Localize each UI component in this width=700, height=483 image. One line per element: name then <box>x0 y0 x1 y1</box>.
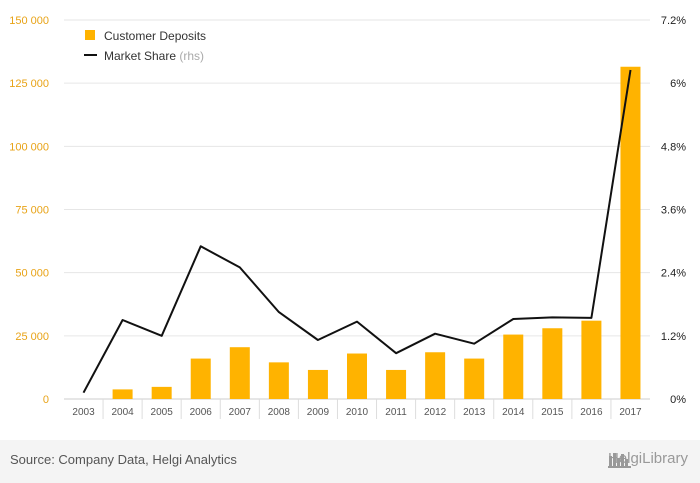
x-tick-label: 2009 <box>307 407 330 418</box>
point-2006[interactable] <box>198 243 204 249</box>
point-2004[interactable] <box>120 317 126 323</box>
x-tick-label: 2012 <box>424 407 447 418</box>
point-2011[interactable] <box>393 350 399 356</box>
x-tick-label: 2011 <box>385 407 407 418</box>
bars-series <box>112 66 641 399</box>
line-series <box>81 67 633 396</box>
x-tick-label: 2016 <box>580 407 603 418</box>
right-tick-label: 6% <box>670 78 686 90</box>
right-tick-label: 2.4% <box>661 268 686 280</box>
bar-2016[interactable] <box>581 320 602 399</box>
bar-2006[interactable] <box>190 358 211 399</box>
bar-2007[interactable] <box>229 347 250 399</box>
bar-2004[interactable] <box>112 389 133 399</box>
brand-name: HelgiLibrary <box>607 450 688 467</box>
left-axis: 0 25 000 50 000 75 000 100 000 125 000 150 000 <box>9 15 49 406</box>
point-2016[interactable] <box>588 315 594 321</box>
x-tick-label: 2015 <box>541 407 564 418</box>
x-axis: 2003 2004 2005 2006 2007 2008 2009 2010 2011 2012… <box>72 399 642 419</box>
right-tick-label: 1.2% <box>661 331 686 343</box>
bar-2014[interactable] <box>503 334 524 399</box>
bar-2017[interactable] <box>620 66 641 399</box>
right-tick-label: 4.8% <box>661 141 686 153</box>
bar-2011[interactable] <box>386 369 407 399</box>
x-tick-label: 2014 <box>502 407 525 418</box>
point-2010[interactable] <box>354 319 360 325</box>
combo-chart: 0 25 000 50 000 75 000 100 000 125 000 150 000… <box>9 15 686 419</box>
right-tick-label: 3.6% <box>661 205 686 217</box>
left-tick-label: 50 000 <box>15 268 49 280</box>
point-2013[interactable] <box>471 341 477 347</box>
legend-label-market-share: Market Share (rhs) <box>104 49 204 63</box>
point-2008[interactable] <box>276 309 282 315</box>
legend: Customer Deposits Market Share (rhs) <box>84 29 206 63</box>
left-tick-label: 150 000 <box>9 15 49 27</box>
point-2007[interactable] <box>237 264 243 270</box>
bar-2005[interactable] <box>151 386 172 399</box>
bar-2012[interactable] <box>425 352 446 399</box>
footer: Source: Company Data, Helgi Analytics He… <box>0 440 700 483</box>
legend-label-deposits: Customer Deposits <box>104 29 206 43</box>
left-tick-label: 100 000 <box>9 141 49 153</box>
x-tick-label: 2008 <box>268 407 291 418</box>
left-tick-label: 125 000 <box>9 78 49 90</box>
x-tick-label: 2004 <box>111 407 134 418</box>
x-tick-label: 2006 <box>190 407 213 418</box>
point-2003[interactable] <box>81 390 87 396</box>
market-share-line[interactable] <box>82 69 632 394</box>
x-tick-label: 2010 <box>346 407 369 418</box>
bar-2015[interactable] <box>542 328 563 399</box>
point-2014[interactable] <box>510 316 516 322</box>
bar-2010[interactable] <box>347 353 367 399</box>
brand-logo[interactable]: HelgiLibrary <box>607 450 688 468</box>
right-tick-label: 7.2% <box>661 15 686 27</box>
point-2005[interactable] <box>159 333 165 339</box>
right-axis: 0% 1.2% 2.4% 3.6% 4.8% 6% 7.2% <box>661 15 686 406</box>
point-2012[interactable] <box>432 331 438 337</box>
point-2017[interactable] <box>627 67 633 73</box>
left-tick-label: 75 000 <box>15 205 49 217</box>
left-tick-label: 0 <box>43 394 49 406</box>
bar-2013[interactable] <box>464 358 485 399</box>
bar-2008[interactable] <box>268 362 289 399</box>
x-tick-label: 2007 <box>229 407 252 418</box>
point-2015[interactable] <box>549 314 555 320</box>
right-tick-label: 0% <box>670 394 686 406</box>
source-note: Source: Company Data, Helgi Analytics <box>10 452 237 467</box>
bar-2009[interactable] <box>307 369 328 399</box>
point-2009[interactable] <box>315 337 321 343</box>
library-icon <box>607 453 631 468</box>
x-tick-label: 2013 <box>463 407 486 418</box>
x-tick-label: 2017 <box>619 407 642 418</box>
x-tick-label: 2003 <box>72 407 95 418</box>
left-tick-label: 25 000 <box>15 331 49 343</box>
x-tick-label: 2005 <box>151 407 174 418</box>
legend-swatch-deposits <box>85 30 95 40</box>
